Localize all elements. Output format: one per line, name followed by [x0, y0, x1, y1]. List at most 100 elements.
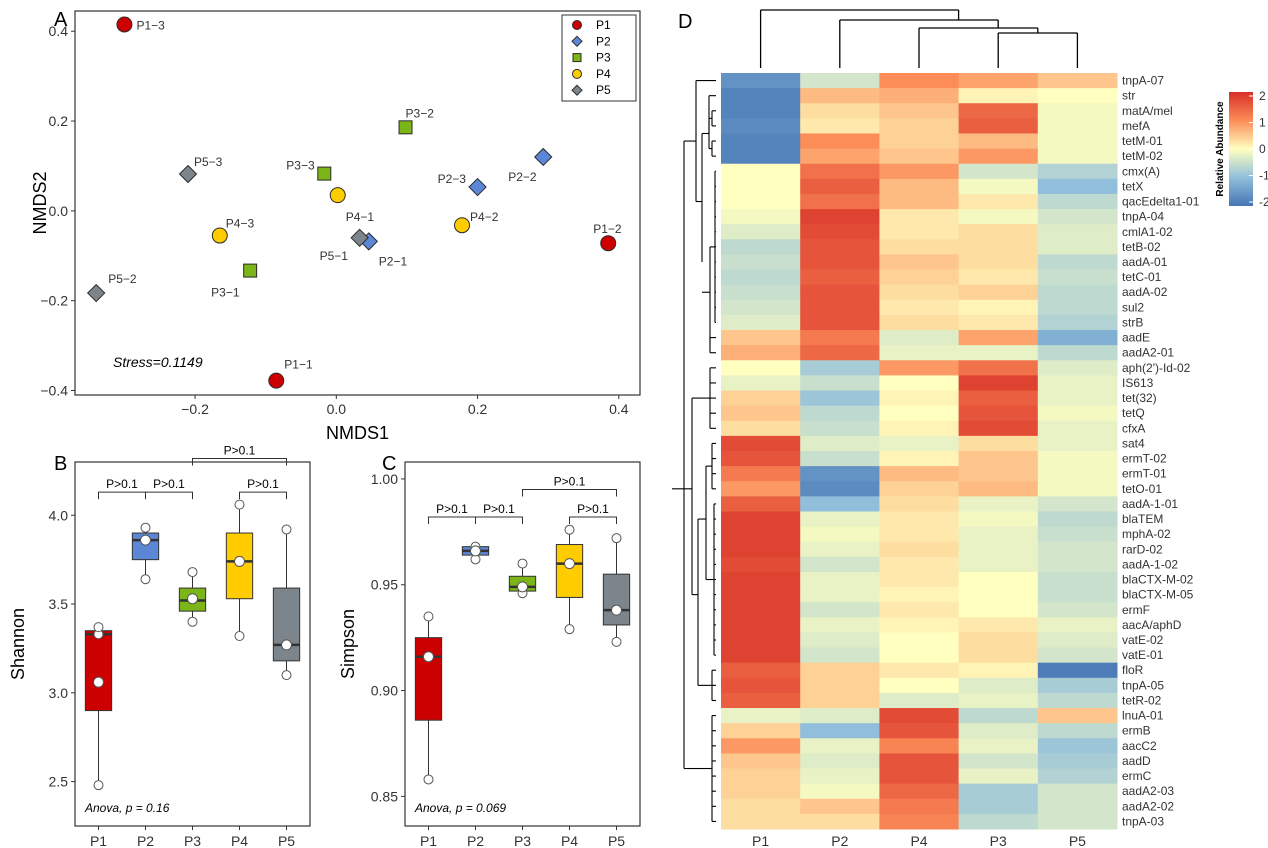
heatmap-cell-rard-02-p2 [800, 541, 880, 558]
legend-label: P5 [596, 83, 611, 97]
legend-item-p2: P2 [571, 34, 611, 48]
heatmap-cell-is613-p1 [721, 375, 801, 392]
heatmap-cell-strb-p5 [1037, 314, 1118, 331]
heatmap-cell-aaca-aphd-p3 [958, 617, 1039, 633]
heatmap-cell-ermc-p1 [721, 768, 801, 785]
heatmap-cell-sul2-p2 [800, 299, 880, 316]
heatmap-cell-vate-02-p4 [879, 632, 960, 649]
mean-point [517, 581, 528, 593]
x-tick-label: P1 [90, 833, 107, 848]
heatmap-cell-strb-p3 [958, 314, 1039, 331]
significance-label: P>0.1 [483, 502, 515, 516]
y-tick-label: 0.2 [49, 113, 69, 129]
heatmap-cell-vate-02-p5 [1037, 632, 1118, 649]
scatter-point-p4-1 [329, 187, 346, 204]
heatmap-cell-aacc2-p3 [958, 738, 1039, 754]
y-tick-label: 0.4 [49, 23, 69, 39]
significance-label: P>0.1 [153, 477, 185, 491]
heatmap-cell-qacedelta1-01-p5 [1037, 193, 1118, 210]
heatmap-cell-sul2-p3 [958, 299, 1039, 316]
row-label: tnpA-03 [1122, 814, 1164, 828]
heatmap-cell-strb-p4 [879, 314, 960, 331]
heatmap-cell-cmla1-02-p3 [958, 224, 1039, 240]
comparison-bracket: P>0.1 [239, 477, 287, 500]
row-label: tetC-01 [1122, 270, 1162, 284]
heatmap-cell-vate-02-p3 [958, 632, 1039, 649]
mean-point [611, 604, 622, 616]
heatmap-cell-tetb-02-p4 [879, 239, 960, 255]
point-label: P4−1 [346, 210, 375, 224]
x-tick-label: 0.2 [468, 401, 488, 417]
legend-item-p5: P5 [571, 83, 611, 97]
legend-symbol [572, 20, 582, 30]
significance-label: P>0.1 [577, 502, 609, 516]
row-label: tetQ [1122, 406, 1145, 420]
heatmap-cell-blactx-m-05-p4 [879, 587, 960, 603]
heatmap-cell-ermf-p5 [1037, 602, 1118, 618]
legend-item-p1: P1 [572, 18, 611, 32]
heatmap-cell-aacc2-p1 [721, 738, 801, 754]
data-point [187, 567, 198, 578]
scatter-point-p5-3 [178, 164, 198, 184]
heatmap-cell-aaca-aphd-p2 [800, 617, 880, 633]
heatmap-cell-sul2-p5 [1037, 299, 1118, 316]
data-point [564, 624, 575, 635]
heatmap-cell-tetb-02-p3 [958, 239, 1039, 255]
point-label: P2−3 [438, 172, 467, 186]
heatmap-cell-tetc-01-p3 [958, 269, 1039, 286]
column-label: P1 [752, 833, 769, 848]
heatmap-cell-mefa-p4 [879, 118, 960, 134]
box-p4 [225, 499, 254, 642]
heatmap-cell-ermf-p1 [721, 602, 801, 618]
heatmap-cell-mefa-p2 [800, 118, 880, 134]
heatmap-cell-aada2-02-p4 [879, 798, 960, 815]
heatmap-cell-tetc-01-p2 [800, 269, 880, 286]
heatmap-cell-tetr-02-p5 [1037, 692, 1118, 709]
heatmap-cell-tnpa-07-p1 [721, 73, 801, 89]
heatmap-cell-ermb-p5 [1037, 723, 1118, 739]
row-label: tnpA-07 [1122, 74, 1164, 88]
heatmap-cell-blatem-p1 [721, 511, 801, 528]
heatmap-cell-tetx-p3 [958, 178, 1039, 195]
heatmap-cell-aade-p4 [879, 330, 960, 346]
heatmap-cell-tetm-02-p2 [800, 148, 880, 165]
scatter-point-p1-3 [116, 16, 133, 33]
x-tick-label: P5 [278, 833, 295, 848]
y-tick-label: 3.0 [49, 685, 69, 701]
heatmap-cell-aada2-02-p1 [721, 798, 801, 815]
heatmap-cell-tet-32-p4 [879, 390, 960, 407]
mean-point [93, 676, 104, 688]
heatmap-cell-qacedelta1-01-p3 [958, 193, 1039, 210]
heatmap-cell-tetx-p2 [800, 178, 880, 195]
legend-label: P2 [596, 34, 611, 48]
heatmap-cell-aada-1-02-p2 [800, 556, 880, 573]
heatmap-cell-aada-1-02-p5 [1037, 556, 1118, 573]
heatmap-cell-ermt-01-p4 [879, 466, 960, 482]
y-tick-label: 0.0 [49, 203, 69, 219]
heatmap-cell-vate-01-p1 [721, 647, 801, 664]
panel-label-b: B [54, 453, 67, 475]
heatmap-cell-mpha-02-p1 [721, 526, 801, 543]
heatmap-cell-aadd-p4 [879, 753, 960, 770]
heatmap-cell-cmx-a-p1 [721, 163, 801, 180]
heatmap-cell-ermc-p2 [800, 768, 880, 785]
scatter-point-p5-2 [86, 283, 106, 303]
heatmap-cell-aada-02-p4 [879, 284, 960, 301]
heatmap-cell-sul2-p1 [721, 299, 801, 316]
heatmap-cell-ermt-02-p5 [1037, 451, 1118, 467]
point-label: P3−1 [211, 286, 240, 300]
heatmap-cell-aadd-p1 [721, 753, 801, 770]
panel-label-c: C [382, 453, 396, 475]
heatmap-cell-aada2-02-p5 [1037, 798, 1118, 815]
heatmap-cell-mpha-02-p2 [800, 526, 880, 543]
legend-tick-label: -2 [1259, 195, 1268, 209]
row-label: rarD-02 [1122, 542, 1163, 556]
heatmap-cell-flor-p4 [879, 662, 960, 679]
bracket-line [569, 516, 617, 525]
row-label: sul2 [1122, 300, 1144, 314]
heatmap-cell-is613-p3 [958, 375, 1039, 392]
legend-tick-label: -1 [1259, 169, 1268, 183]
point-label: P5−1 [320, 249, 349, 263]
x-axis-label: NMDS1 [326, 423, 389, 443]
